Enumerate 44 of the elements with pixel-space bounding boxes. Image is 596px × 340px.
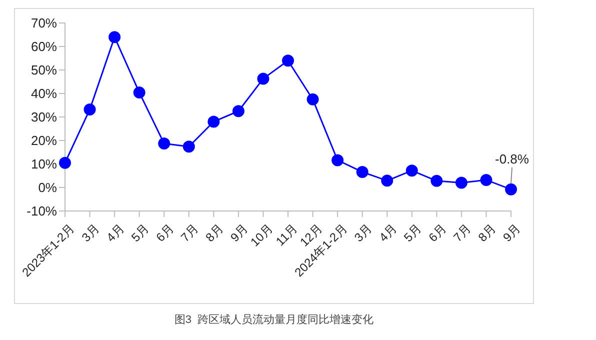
point: [158, 138, 170, 150]
x-tick-label: 7月: [450, 221, 474, 245]
point: [406, 164, 418, 177]
point: [455, 176, 468, 189]
point: [480, 174, 492, 186]
point: [59, 156, 71, 169]
x-tick-label: 5月: [401, 221, 424, 245]
y-tick-label: 30%: [30, 110, 58, 125]
y-tick-label: 20%: [30, 133, 58, 148]
x-tick-label: 8月: [475, 221, 499, 245]
y-tick-label: 10%: [30, 156, 58, 172]
y-tick-label: 60%: [30, 39, 58, 54]
point: [133, 86, 146, 99]
point: [84, 103, 96, 116]
x-tick-label: 3月: [79, 221, 102, 245]
x-tick-label: 3月: [352, 221, 375, 245]
point: [356, 166, 368, 178]
x-tick-label: 8月: [202, 221, 226, 245]
x-tick-label: 4月: [376, 221, 400, 245]
x-tick-label: 4月: [104, 221, 127, 245]
y-tick-label: 70%: [30, 16, 58, 31]
x-tick-label: 7月: [178, 221, 202, 245]
point: [257, 72, 270, 85]
point: [430, 174, 443, 187]
point: [282, 54, 294, 67]
point: [306, 93, 319, 106]
x-tick-label: 11月: [273, 221, 300, 249]
point: [505, 183, 517, 196]
x-tick-label: 5月: [128, 221, 152, 245]
annotation: -0.8%: [495, 151, 530, 166]
y-tick-label: 0%: [38, 180, 58, 196]
text: 图3 跨区域人员流动量月度同比增速变化: [173, 312, 375, 327]
y-tick-label: 50%: [30, 62, 58, 78]
point: [108, 31, 121, 44]
point: [332, 154, 344, 166]
x-tick-label: 9月: [500, 221, 524, 245]
y-tick-label: 40%: [30, 86, 58, 102]
point: [182, 140, 195, 153]
point: [232, 105, 244, 118]
point: [381, 174, 394, 187]
x-tick-label: 6月: [153, 221, 176, 245]
point: [208, 116, 220, 128]
y-tick-label: -10%: [26, 204, 58, 219]
x-tick-label: 6月: [426, 221, 450, 245]
